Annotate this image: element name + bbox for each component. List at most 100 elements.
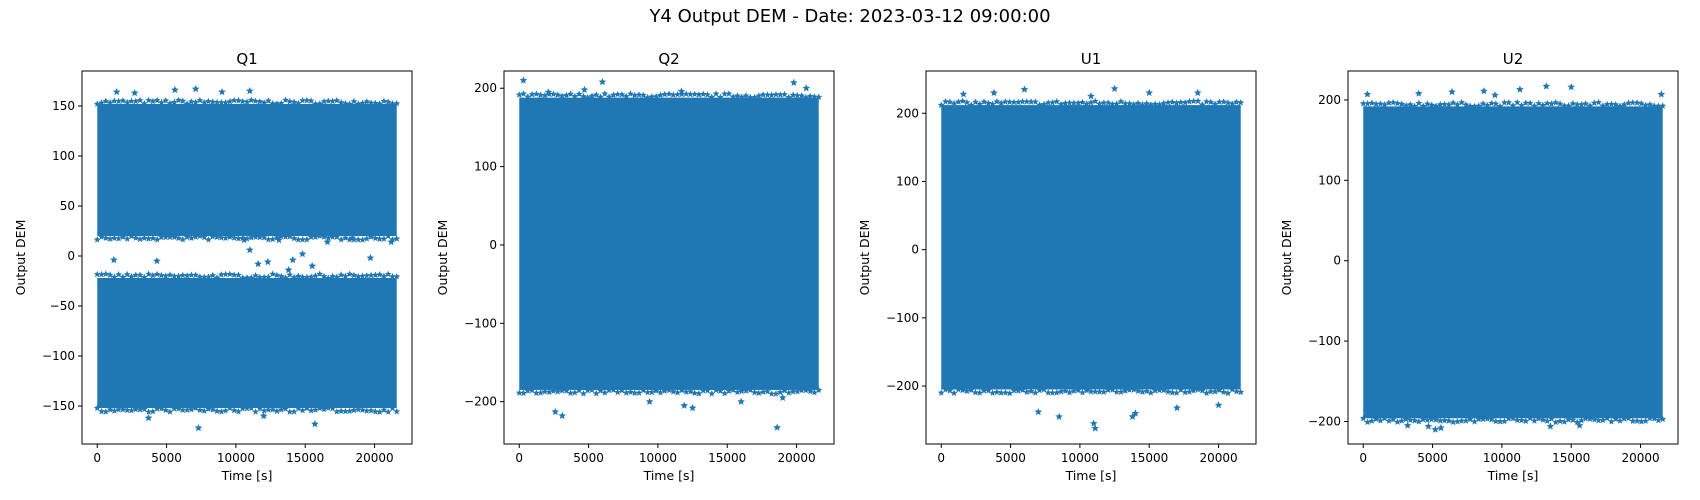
- data-point: [1044, 99, 1052, 106]
- data-point: [239, 97, 247, 105]
- data-point: [946, 387, 954, 394]
- data-point: [1419, 415, 1427, 423]
- data-point: [1194, 88, 1202, 97]
- data-point: [286, 97, 294, 105]
- data-point: [1599, 416, 1607, 424]
- data-point: [303, 96, 311, 104]
- data-point: [246, 246, 254, 254]
- data-point: [785, 93, 793, 101]
- data-point: [1381, 414, 1389, 422]
- data-point: [179, 235, 187, 243]
- data-point: [665, 386, 673, 394]
- data-point: [380, 272, 388, 280]
- data-point: [1518, 101, 1525, 109]
- data-point: [1424, 422, 1433, 430]
- data-point: [1411, 102, 1418, 110]
- data-point: [751, 388, 758, 396]
- data-point: [235, 408, 242, 415]
- data-point: [1543, 417, 1551, 424]
- data-point: [1053, 389, 1061, 396]
- data-point: [614, 90, 622, 98]
- data-point: [1087, 388, 1095, 395]
- data-point: [950, 389, 958, 396]
- data-point: [393, 273, 401, 280]
- data-point: [1449, 418, 1457, 425]
- data-point: [1109, 386, 1116, 393]
- data-point: [240, 236, 248, 244]
- data-point: [1414, 89, 1423, 97]
- data-point: [1513, 98, 1521, 106]
- data-point: [200, 273, 208, 281]
- data-point: [708, 390, 716, 397]
- data-point: [1023, 98, 1031, 105]
- data-point: [1590, 416, 1598, 423]
- data-point: [976, 389, 984, 396]
- data-point: [363, 407, 371, 414]
- data-point: [1385, 99, 1393, 106]
- y-tick-label: 200: [1318, 93, 1341, 107]
- data-point: [183, 272, 191, 279]
- data-point: [333, 408, 341, 415]
- data-point: [1590, 99, 1598, 106]
- data-point: [1070, 99, 1078, 106]
- data-point: [661, 387, 669, 394]
- data-point: [1036, 101, 1044, 108]
- data-point: [532, 389, 540, 396]
- data-point: [639, 386, 647, 394]
- data-point: [1020, 85, 1029, 93]
- data-point: [972, 98, 979, 105]
- data-point: [93, 404, 101, 412]
- data-point: [1394, 99, 1401, 107]
- data-point: [259, 412, 268, 420]
- data-point: [115, 97, 123, 105]
- data-point: [984, 99, 992, 107]
- data-point: [1130, 386, 1138, 393]
- data-point: [1147, 101, 1155, 108]
- data-point: [669, 91, 677, 98]
- data-point: [652, 387, 660, 394]
- data-point: [1522, 99, 1530, 106]
- data-point: [149, 97, 157, 105]
- data-point: [218, 88, 226, 96]
- data-point: [789, 388, 797, 395]
- data-point: [387, 238, 395, 246]
- data-point: [528, 386, 536, 394]
- data-point: [1032, 98, 1039, 105]
- data-point: [1368, 99, 1376, 106]
- data-point: [942, 98, 949, 105]
- data-point: [175, 96, 182, 104]
- data-point: [1186, 388, 1193, 395]
- data-point: [789, 91, 797, 98]
- data-point: [1573, 100, 1581, 108]
- data-point: [1113, 100, 1121, 107]
- y-tick-label: 100: [474, 160, 497, 174]
- data-point: [110, 256, 118, 264]
- data-point: [205, 236, 212, 243]
- data-point: [1074, 99, 1082, 106]
- data-point: [312, 272, 319, 279]
- data-point: [294, 99, 302, 107]
- data-point: [721, 389, 728, 397]
- data-point: [145, 408, 152, 415]
- data-point: [1126, 99, 1133, 107]
- data-point: [1079, 98, 1086, 106]
- data-point: [359, 99, 366, 107]
- data-point: [1224, 389, 1232, 397]
- data-point: [588, 386, 596, 393]
- data-point: [1228, 386, 1236, 393]
- data-point: [793, 91, 801, 99]
- data-point: [371, 99, 379, 107]
- data-point: [200, 407, 208, 414]
- data-point: [299, 273, 306, 281]
- data-point: [256, 233, 264, 241]
- data-point: [1657, 90, 1666, 98]
- data-point: [243, 404, 251, 412]
- data-point: [1556, 417, 1564, 425]
- panel-q1: 0 5000 10000 15000 20000 −150 −100 −50 0 50 100 150…: [13, 50, 413, 483]
- data-point: [989, 100, 996, 107]
- data-point: [1479, 415, 1487, 423]
- x-tick-label: 15000: [1552, 451, 1590, 465]
- data-point: [537, 91, 545, 98]
- data-band: [97, 278, 397, 408]
